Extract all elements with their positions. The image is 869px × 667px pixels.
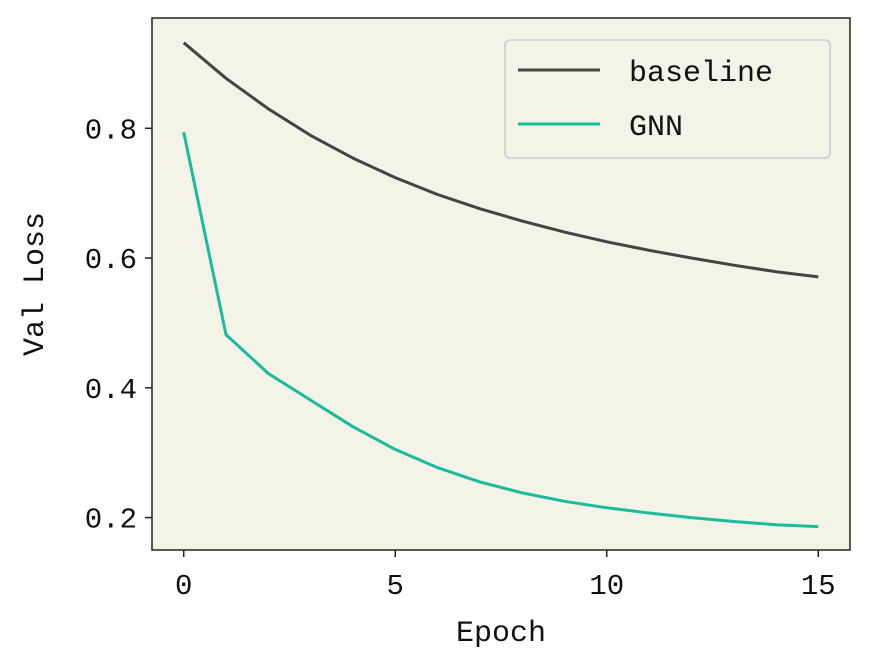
legend-label-gnn: GNN	[629, 111, 683, 145]
plot-border	[151, 17, 851, 551]
series-line-baseline	[182, 41, 819, 279]
x-tick-label: 0	[175, 570, 192, 603]
y-axis-ticks: 0.2 0.4 0.6 0.8	[85, 114, 152, 537]
y-tick-label: 0.4	[85, 374, 137, 407]
y-axis-label: Val Loss	[19, 212, 53, 356]
x-axis-label: Epoch	[456, 617, 546, 651]
y-tick-label: 0.6	[85, 244, 137, 277]
series-lines	[182, 41, 819, 529]
x-tick-label: 15	[801, 570, 836, 603]
x-tick-label: 10	[589, 570, 624, 603]
legend: baseline GNN	[504, 39, 831, 159]
legend-label-baseline: baseline	[629, 57, 773, 91]
x-axis-ticks: 0 5 10 15	[175, 550, 836, 603]
y-tick-label: 0.2	[85, 504, 137, 537]
x-tick-label: 5	[387, 570, 404, 603]
y-tick-label: 0.8	[85, 114, 137, 147]
series-line-gnn	[182, 131, 819, 529]
